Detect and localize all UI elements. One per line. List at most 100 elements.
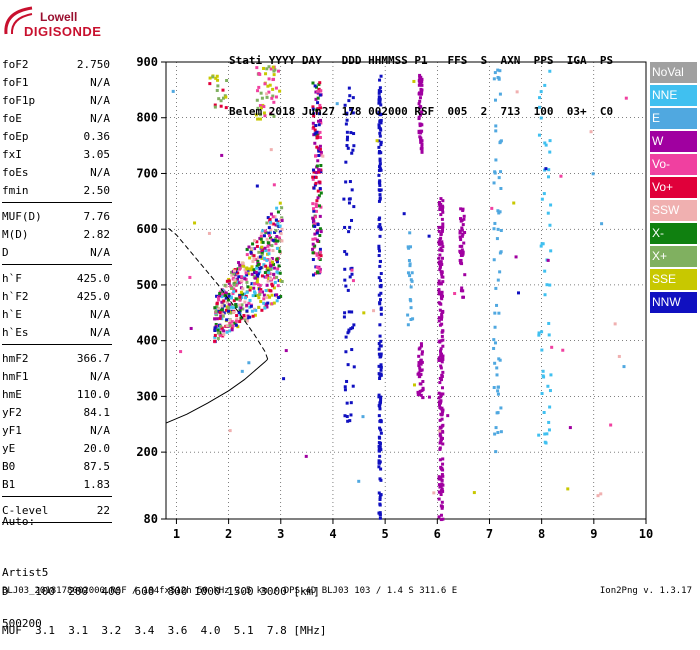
- echo-point: [440, 473, 444, 477]
- echo-point: [438, 418, 442, 422]
- echo-point: [406, 323, 410, 327]
- echo-point: [542, 375, 546, 379]
- echo-point: [267, 277, 271, 281]
- echo-point: [378, 131, 382, 135]
- echo-point: [409, 306, 413, 310]
- echo-point: [318, 187, 322, 191]
- echo-point: [458, 244, 462, 248]
- echo-point: [213, 326, 217, 330]
- echo-point: [315, 238, 319, 242]
- echo-point: [263, 229, 267, 233]
- echo-point: [252, 268, 256, 272]
- echo-point: [347, 230, 351, 234]
- echo-point: [218, 308, 222, 312]
- echo-point: [256, 262, 260, 266]
- echo-point: [497, 176, 501, 180]
- echo-point: [493, 221, 497, 225]
- echo-point: [378, 497, 382, 501]
- echo-point: [318, 234, 322, 238]
- echo-point: [347, 99, 351, 103]
- scaled-parameters: foF2 2.750 foF1 N/A foF1p N/A foE N/A foEp 0.36 fx…: [2, 56, 112, 523]
- echo-point: [318, 204, 322, 208]
- echo-point: [215, 305, 219, 309]
- echo-point: [377, 395, 381, 399]
- echo-point: [379, 448, 383, 452]
- digisonde-logo: Lowell DIGISONDE: [0, 0, 110, 40]
- echo-point: [267, 248, 271, 252]
- echo-point: [269, 258, 273, 262]
- echo-point: [499, 250, 503, 254]
- echo-point: [270, 266, 274, 270]
- echo-point: [240, 261, 244, 265]
- clevel-label: C-level: [2, 504, 49, 517]
- distance-muf-table: D 100 200 400 600 800 1000 1500 3000 [km…: [2, 559, 327, 650]
- echo-point: [250, 309, 254, 313]
- echo-point: [379, 352, 383, 356]
- echo-point: [344, 180, 348, 184]
- echo-point: [269, 236, 273, 240]
- echo-point: [254, 113, 258, 117]
- echo-point: [278, 224, 282, 228]
- y-tick-label: 400: [136, 334, 158, 348]
- echo-point: [278, 249, 282, 253]
- echo-point: [311, 273, 315, 277]
- echo-point: [378, 298, 382, 302]
- echo-point: [234, 319, 238, 323]
- echo-point: [221, 312, 225, 316]
- echo-point: [439, 518, 443, 522]
- echo-point: [267, 271, 271, 275]
- echo-point: [378, 260, 382, 264]
- echo-point: [272, 183, 276, 187]
- echo-point: [494, 286, 498, 290]
- echo-point: [271, 65, 275, 69]
- echo-point: [350, 151, 354, 155]
- echo-point: [437, 403, 441, 407]
- echo-point: [420, 129, 424, 133]
- echo-point: [215, 88, 219, 92]
- echo-point: [245, 290, 249, 294]
- echo-point: [231, 306, 235, 310]
- echo-point: [419, 358, 423, 362]
- echo-point: [378, 334, 382, 338]
- echo-point: [213, 333, 217, 337]
- echo-point: [259, 237, 263, 241]
- echo-point: [441, 245, 445, 249]
- echo-point: [318, 247, 322, 251]
- echo-point: [440, 217, 444, 221]
- echo-point: [316, 196, 320, 200]
- echo-point: [312, 112, 316, 116]
- param-row: M(D) 2.82: [2, 226, 110, 244]
- echo-point: [216, 295, 220, 299]
- echo-point: [517, 291, 521, 295]
- echo-point: [262, 263, 266, 267]
- echo-point: [220, 153, 224, 157]
- echo-point: [377, 254, 381, 258]
- echo-point: [441, 199, 445, 203]
- param-row: h`F2 425.0: [2, 288, 110, 306]
- echo-point: [258, 255, 262, 259]
- echo-point: [352, 365, 356, 369]
- echo-point: [347, 329, 351, 333]
- echo-point: [317, 123, 321, 127]
- echo-point: [318, 81, 322, 85]
- echo-point: [311, 105, 315, 109]
- echo-point: [492, 227, 496, 231]
- echo-point: [319, 150, 323, 154]
- echo-point: [277, 296, 281, 300]
- echo-point: [496, 389, 500, 393]
- param-value: N/A: [90, 166, 110, 179]
- param-label: foEs: [2, 166, 29, 179]
- echo-point: [274, 218, 278, 222]
- y-tick-label: 500: [136, 278, 158, 292]
- echo-point: [540, 242, 544, 246]
- param-row: D N/A: [2, 244, 110, 262]
- param-row: yF2 84.1: [2, 404, 110, 422]
- param-separator: [2, 522, 112, 523]
- echo-point: [276, 210, 280, 214]
- echo-point: [224, 296, 228, 300]
- echo-point: [377, 173, 381, 177]
- echo-point: [248, 305, 252, 309]
- echo-point: [496, 385, 500, 389]
- echo-point: [266, 266, 270, 270]
- echo-point: [319, 153, 323, 157]
